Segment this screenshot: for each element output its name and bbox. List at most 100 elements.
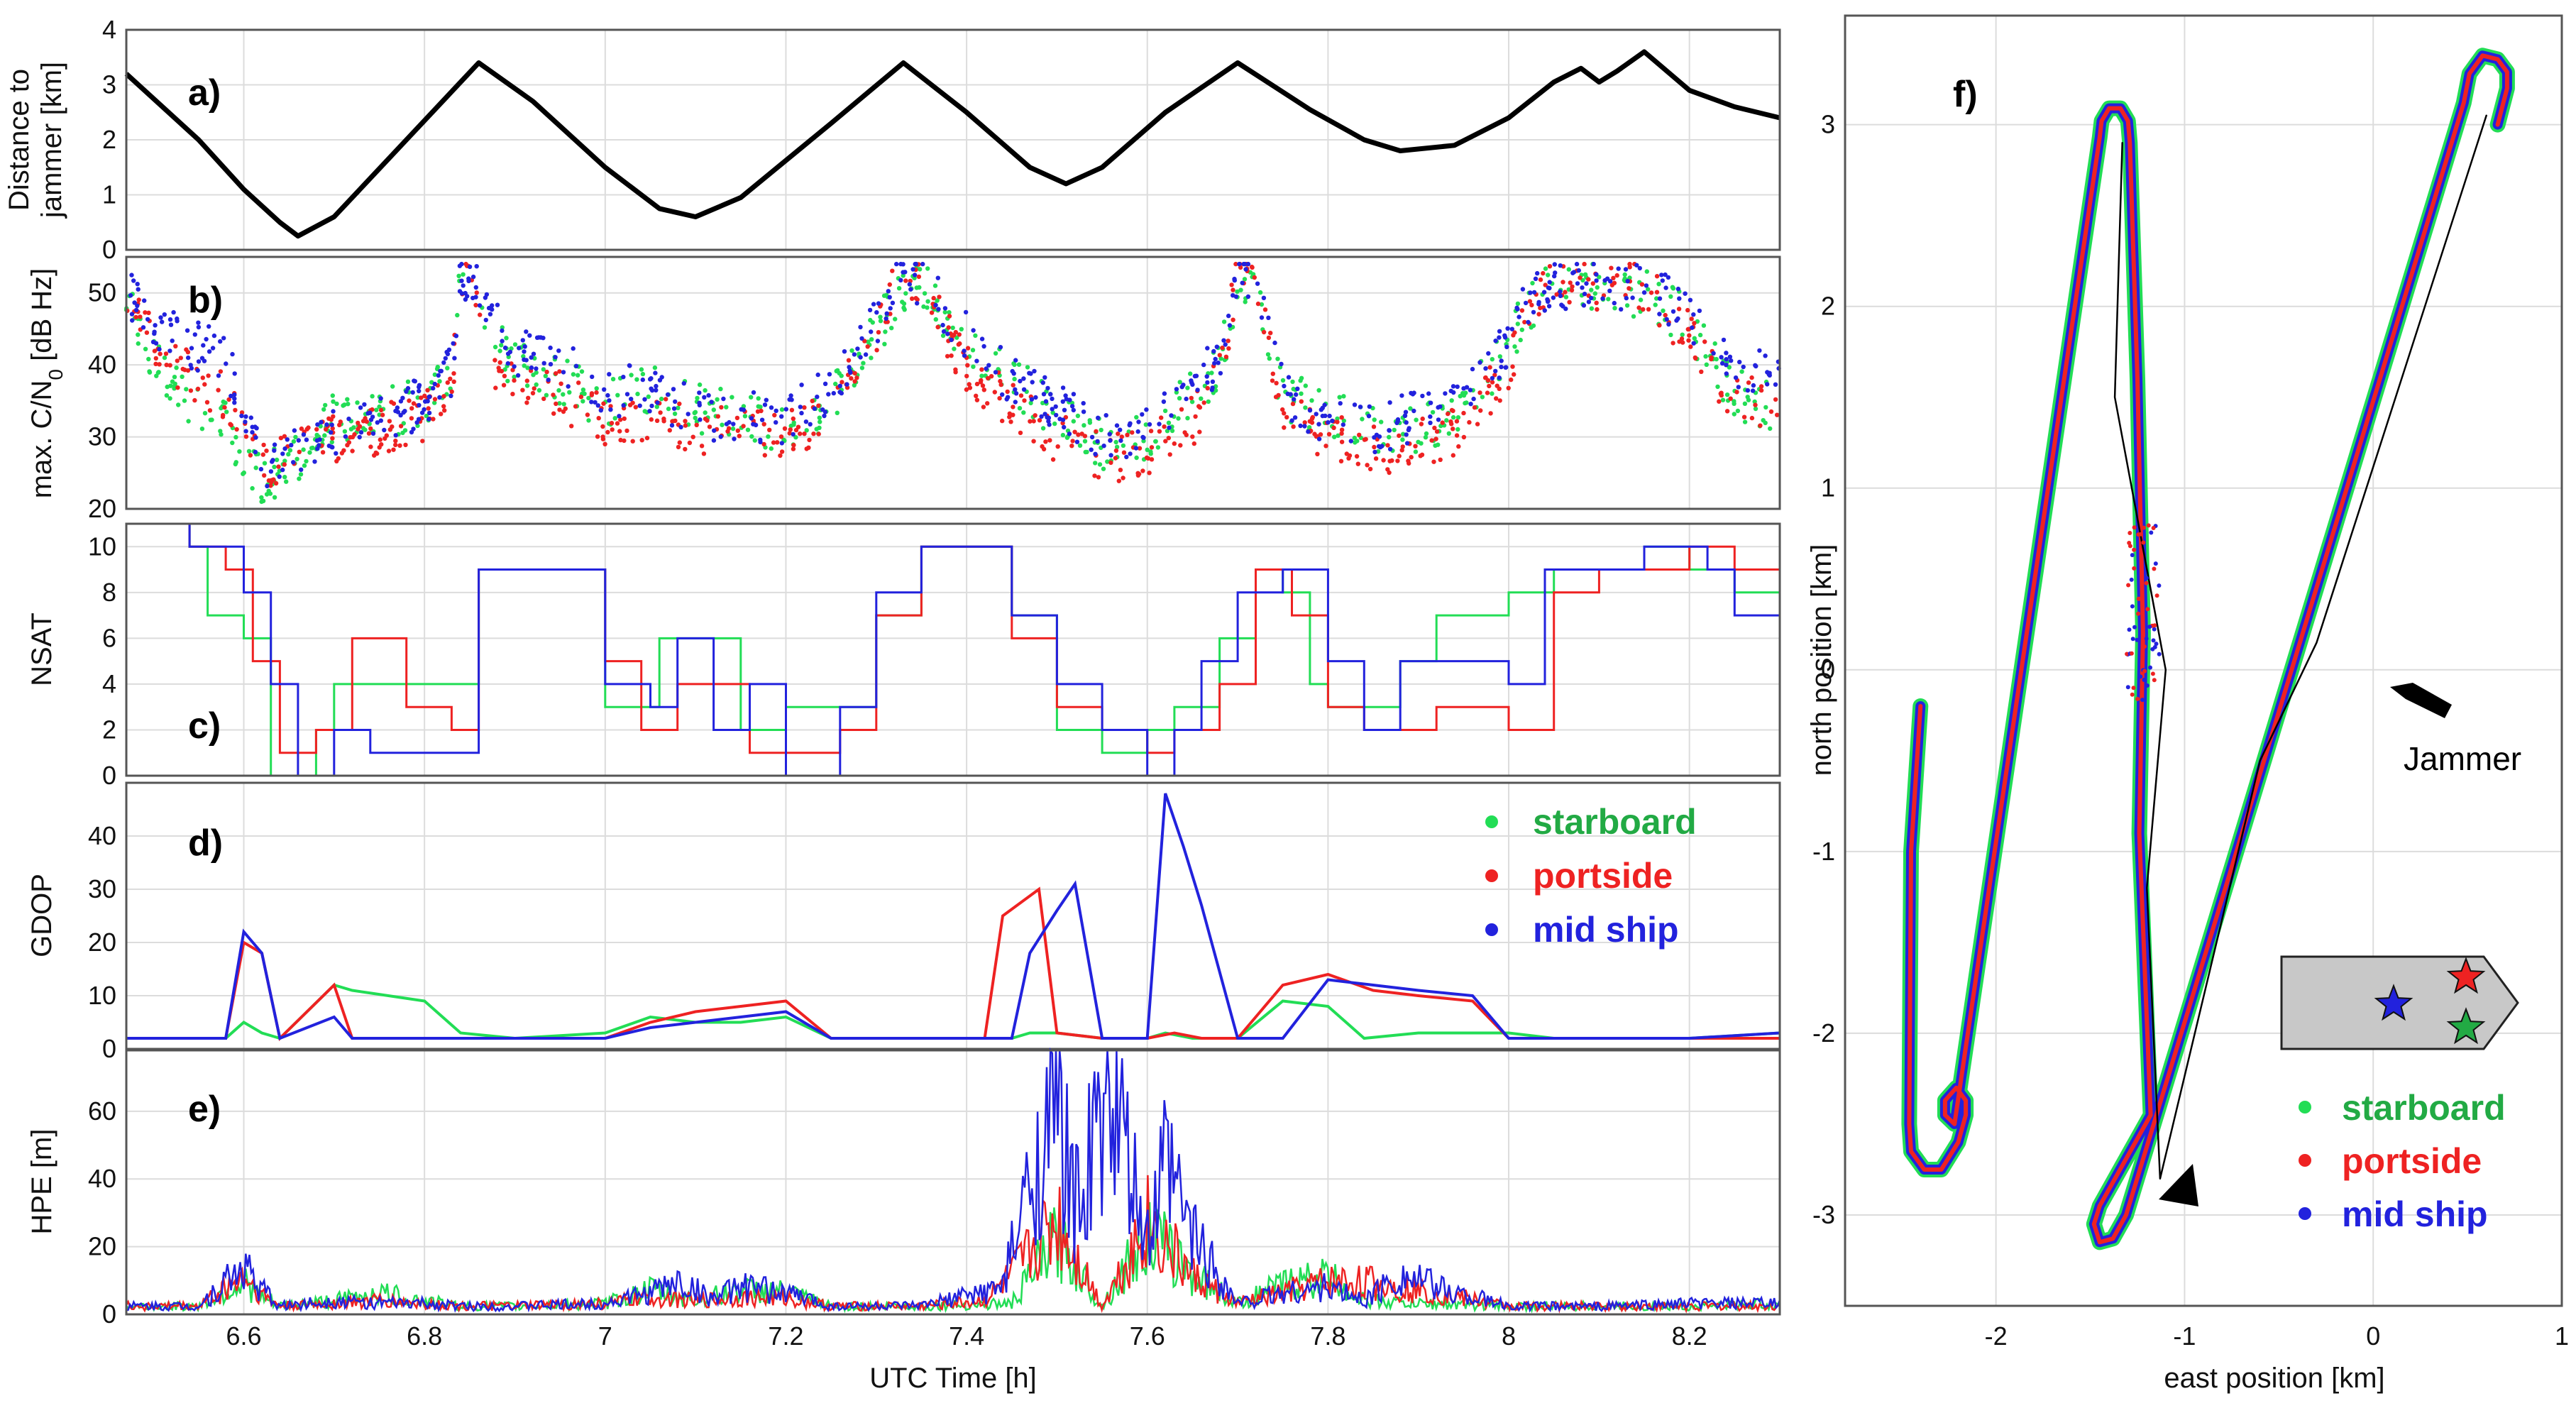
cn0-point	[312, 459, 317, 463]
cn0-point	[1256, 302, 1260, 306]
cn0-series-starboard	[124, 262, 1773, 504]
x-tick-label: 6.6	[226, 1321, 261, 1351]
cn0-point	[1221, 339, 1226, 343]
track-point	[2135, 638, 2140, 642]
panel-b-ylabel-main: max. C/N	[26, 380, 57, 499]
cn0-point	[640, 438, 644, 442]
cn0-point	[649, 417, 654, 422]
cn0-point	[1405, 441, 1409, 445]
cn0-point	[774, 420, 778, 424]
series-line-midship	[126, 793, 1780, 1038]
cn0-point	[304, 438, 309, 442]
cn0-point	[1090, 435, 1094, 439]
panel-f-series	[1909, 55, 2507, 1242]
cn0-point	[1577, 268, 1581, 273]
cn0-point	[1528, 290, 1532, 295]
cn0-point	[943, 306, 947, 310]
cn0-point	[1428, 421, 1432, 425]
cn0-point	[175, 385, 180, 390]
cn0-point	[441, 394, 446, 398]
cn0-point	[138, 314, 142, 319]
cn0-point	[774, 409, 778, 413]
cn0-point	[1021, 376, 1025, 380]
cn0-point	[971, 348, 975, 352]
cn0-point	[197, 359, 201, 363]
cn0-point	[1339, 459, 1343, 463]
cn0-point	[1174, 387, 1179, 391]
cn0-point	[1541, 271, 1545, 275]
cn0-point	[561, 409, 566, 414]
cn0-point	[497, 368, 501, 373]
y-tick-label: 3	[102, 70, 116, 99]
cn0-point	[1387, 435, 1391, 439]
cn0-point	[893, 317, 897, 321]
x-tick-label: 7.2	[768, 1321, 803, 1351]
panel-b-ylabel-sub: 0	[45, 369, 67, 380]
cn0-point	[1751, 383, 1756, 387]
cn0-point	[580, 369, 584, 373]
cn0-point	[441, 361, 446, 365]
cn0-point	[1125, 433, 1129, 437]
cn0-point	[1205, 374, 1209, 378]
cn0-point	[597, 416, 601, 420]
cn0-point	[913, 262, 918, 266]
y-tick-label: 30	[88, 422, 116, 451]
cn0-point	[746, 428, 750, 432]
panel-f-label: f)	[1953, 74, 1978, 115]
cn0-point	[799, 411, 803, 415]
cn0-point	[1722, 338, 1726, 342]
map-x-tick-label: 0	[2366, 1321, 2380, 1351]
cn0-point	[1216, 361, 1221, 365]
cn0-point	[1451, 415, 1455, 419]
cn0-point	[861, 361, 865, 365]
cn0-point	[1483, 366, 1487, 370]
cn0-point	[319, 420, 323, 424]
cn0-point	[208, 408, 212, 412]
cn0-point	[534, 383, 539, 387]
cn0-point	[1047, 438, 1052, 442]
cn0-point	[131, 278, 136, 282]
cn0-point	[1431, 460, 1436, 464]
cn0-point	[549, 362, 553, 366]
cn0-point	[419, 395, 423, 400]
cn0-point	[456, 274, 461, 278]
cn0-point	[403, 443, 407, 447]
cn0-point	[263, 461, 267, 466]
cn0-point	[630, 401, 634, 405]
cn0-point	[358, 405, 363, 409]
cn0-point	[146, 357, 150, 361]
cn0-point	[322, 433, 326, 437]
cn0-point	[1385, 467, 1389, 471]
cn0-point	[779, 414, 783, 419]
cn0-point	[253, 450, 258, 454]
cn0-point	[1443, 391, 1447, 395]
cn0-point	[1266, 352, 1270, 356]
cn0-point	[548, 346, 552, 350]
track-point	[2140, 698, 2145, 702]
cn0-point	[1326, 420, 1330, 424]
track-point	[2128, 544, 2132, 548]
cn0-point	[673, 400, 677, 404]
cn0-point	[168, 384, 172, 388]
cn0-point	[763, 453, 767, 457]
cn0-point	[709, 400, 713, 404]
cn0-point	[646, 395, 651, 399]
cn0-point	[537, 388, 541, 392]
cn0-point	[1539, 277, 1543, 282]
cn0-point	[170, 380, 175, 384]
cn0-point	[779, 434, 783, 439]
cn0-point	[613, 416, 617, 420]
cn0-point	[791, 443, 796, 447]
cn0-point	[1381, 458, 1385, 462]
track-point	[2148, 666, 2152, 670]
cn0-point	[229, 423, 233, 427]
cn0-point	[1291, 402, 1295, 406]
cn0-point	[175, 317, 179, 321]
cn0-point	[475, 264, 479, 268]
cn0-point	[783, 427, 787, 431]
cn0-point	[1367, 414, 1371, 418]
cn0-point	[143, 347, 148, 351]
cn0-point	[878, 315, 882, 319]
cn0-point	[1315, 452, 1319, 456]
cn0-point	[280, 451, 285, 456]
